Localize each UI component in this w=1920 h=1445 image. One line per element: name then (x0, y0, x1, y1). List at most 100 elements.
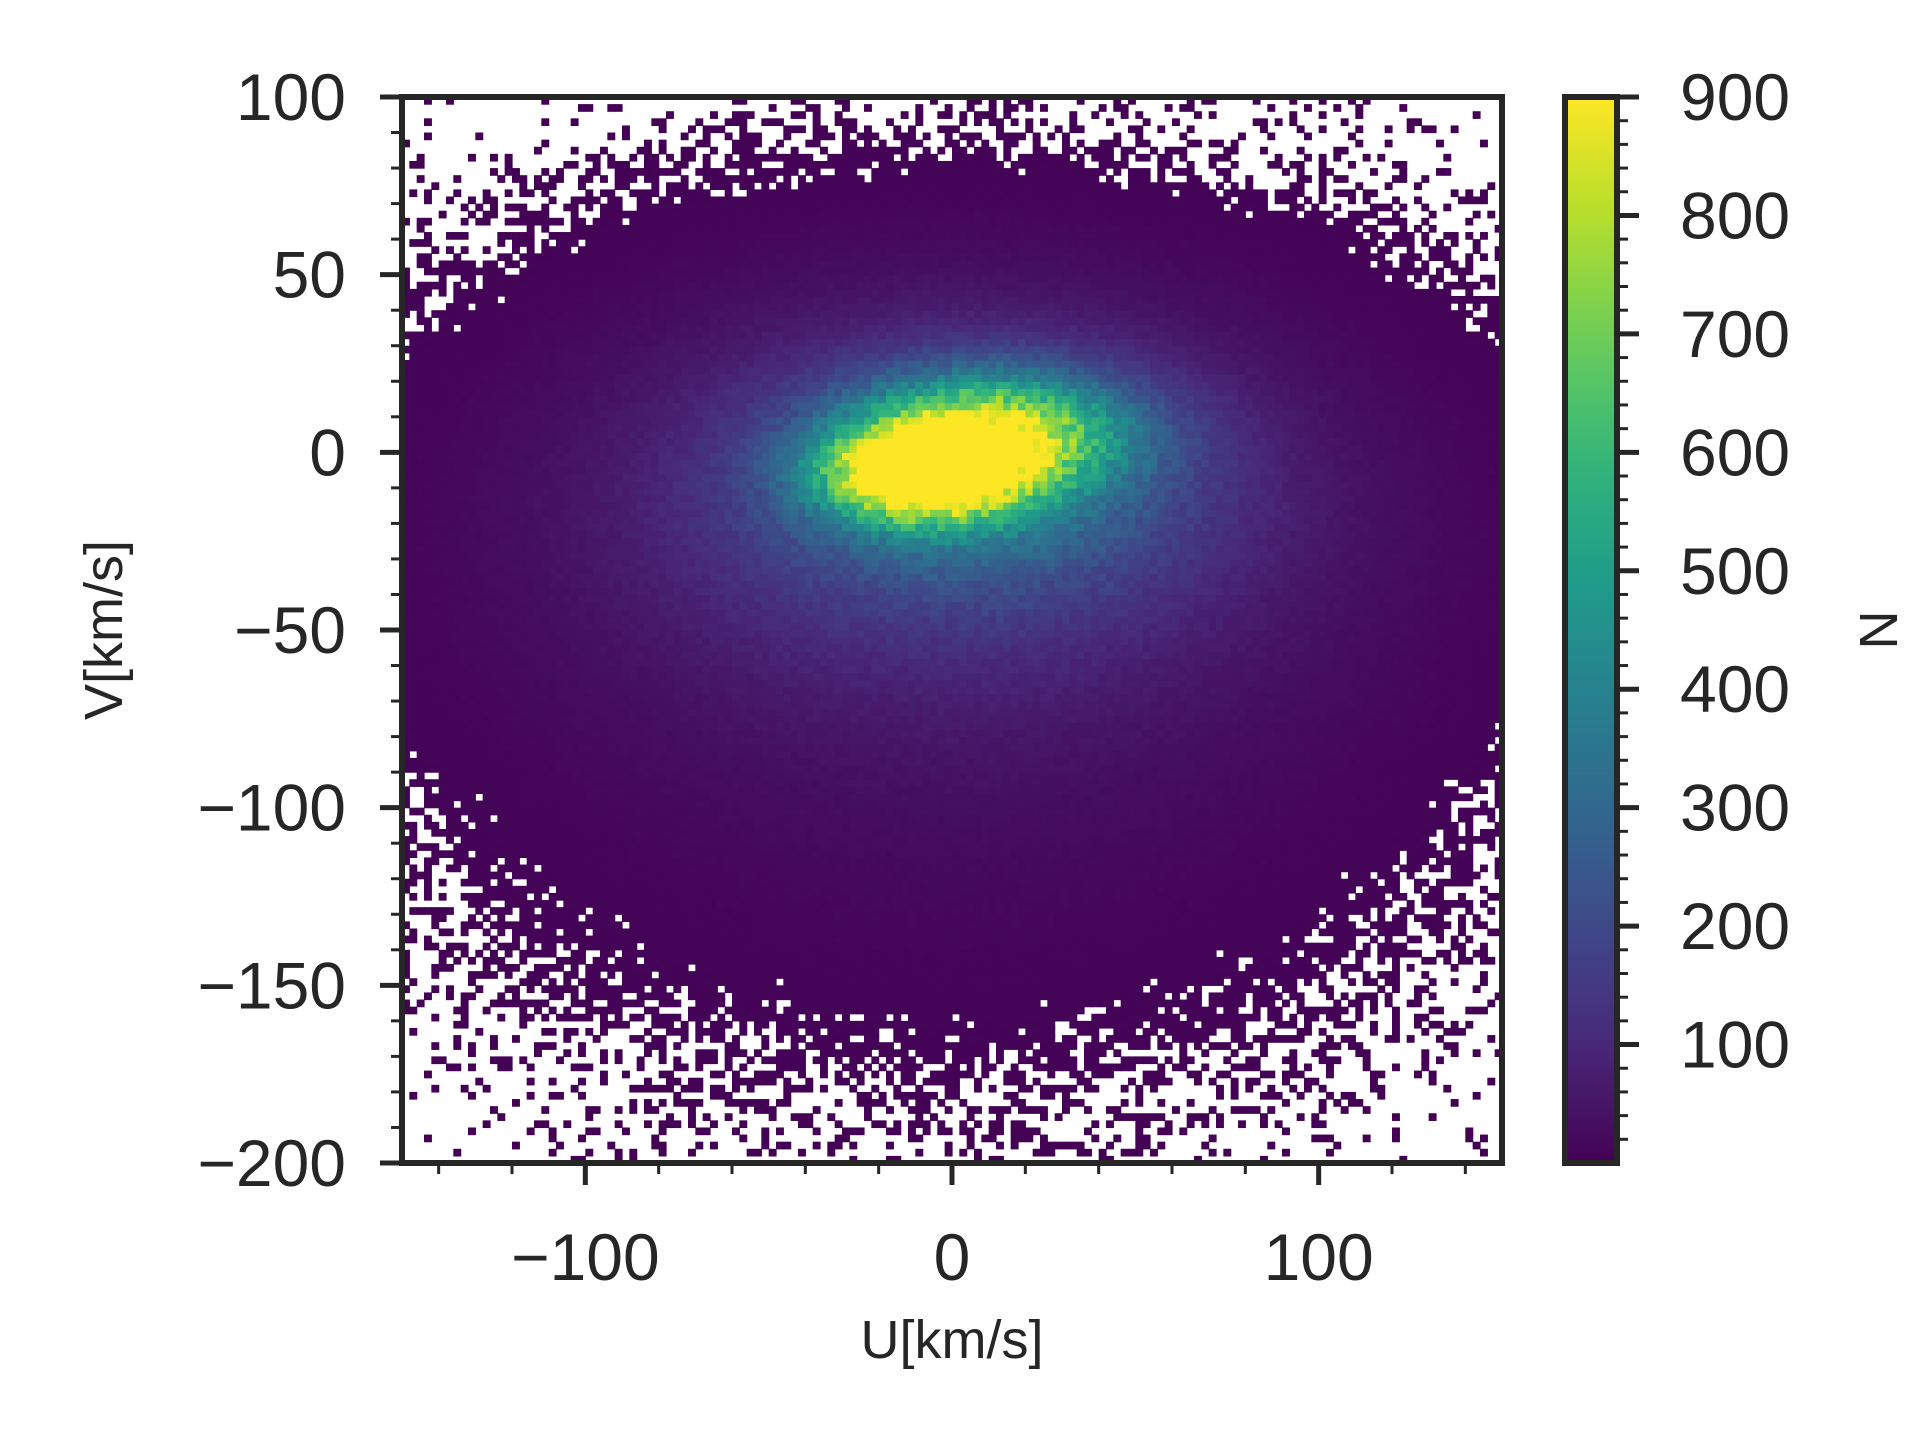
heatmap-cell (607, 857, 616, 866)
heatmap-cell (1450, 1020, 1459, 1029)
heatmap-cell (717, 1027, 726, 1036)
heatmap-cell (1465, 1020, 1474, 1029)
heatmap-cell (1135, 807, 1144, 816)
heatmap-cell (820, 1035, 828, 1043)
heatmap-cell (1311, 942, 1320, 951)
heatmap-cell (1025, 871, 1034, 880)
heatmap-cell (710, 928, 718, 937)
heatmap-cell (1282, 807, 1290, 816)
heatmap-cell (908, 871, 916, 880)
heatmap-cell (1018, 1056, 1026, 1065)
heatmap-cell (446, 850, 454, 859)
heatmap-cell (1428, 821, 1437, 830)
heatmap-cell (1223, 828, 1232, 837)
heatmap-cell (1333, 1020, 1342, 1029)
heatmap-cell (1150, 800, 1158, 809)
heatmap-cell (1282, 914, 1290, 922)
heatmap-cell (563, 828, 572, 837)
heatmap-cell (915, 935, 924, 944)
heatmap-cell (1230, 878, 1239, 887)
heatmap-cell (981, 928, 990, 937)
heatmap-cell (548, 1027, 557, 1036)
heatmap-cell (1142, 921, 1151, 930)
heatmap-cell (695, 1141, 704, 1150)
heatmap-cell (1296, 956, 1305, 965)
heatmap-cell (834, 964, 843, 972)
heatmap-cell (556, 878, 564, 887)
heatmap-cell (629, 942, 638, 951)
heatmap-cell (952, 836, 960, 844)
heatmap-cell (1208, 1077, 1217, 1086)
heatmap-cell (966, 1006, 975, 1015)
heatmap-cell (761, 935, 770, 944)
heatmap-cell (1223, 843, 1232, 851)
heatmap-cell (1135, 1134, 1144, 1143)
heatmap-cell (790, 949, 799, 958)
heatmap-cell (1003, 1091, 1012, 1100)
heatmap-cell (856, 921, 865, 930)
heatmap-cell (629, 857, 638, 866)
heatmap-cell (1120, 1020, 1129, 1029)
heatmap-cell (614, 1006, 623, 1015)
heatmap-cell (1252, 971, 1261, 979)
heatmap-cell (710, 999, 718, 1008)
heatmap-cell (1069, 1056, 1078, 1065)
heatmap-cell (864, 907, 872, 915)
heatmap-cell (944, 1042, 953, 1050)
heatmap-cell (1480, 1006, 1488, 1015)
heatmap-cell (996, 1127, 1004, 1136)
heatmap-cell (1018, 800, 1026, 809)
heatmap-cell (1164, 800, 1173, 809)
heatmap-cell (710, 942, 718, 951)
heatmap-cell (570, 864, 579, 873)
heatmap-cell (732, 1006, 740, 1015)
heatmap-cell (1062, 942, 1070, 951)
heatmap-cell (1267, 814, 1276, 823)
heatmap-cell (578, 1063, 586, 1072)
heatmap-cell (570, 836, 579, 844)
heatmap-cell (1274, 935, 1283, 944)
heatmap-cell (1164, 914, 1173, 922)
heatmap-cell (1128, 1077, 1136, 1086)
heatmap-cell (717, 1070, 726, 1079)
heatmap-cell (805, 1120, 814, 1129)
heatmap-cell (966, 985, 975, 994)
heatmap-cell (1172, 1027, 1180, 1036)
heatmap-cell (1069, 928, 1078, 937)
heatmap-cell (893, 992, 902, 1001)
heatmap-cell (1106, 1035, 1114, 1043)
heatmap-cell (1098, 1063, 1107, 1072)
heatmap-cell (842, 821, 850, 830)
heatmap-cell (974, 900, 982, 908)
heatmap-cell (1443, 828, 1452, 837)
heatmap-cell (1304, 1020, 1312, 1029)
heatmap-cell (922, 1006, 931, 1015)
heatmap-cell (1267, 857, 1276, 866)
heatmap-cell (842, 992, 850, 1001)
heatmap-cell (798, 1120, 806, 1129)
heatmap-cell (526, 864, 535, 873)
heatmap-cell (702, 864, 711, 873)
heatmap-cell (1326, 1063, 1334, 1072)
heatmap-cell (981, 1134, 990, 1143)
heatmap-cell (1428, 900, 1437, 908)
heatmap-cell (438, 1056, 447, 1065)
heatmap-cell (673, 900, 682, 908)
heatmap-cell (783, 1049, 792, 1057)
heatmap-cell (805, 956, 814, 965)
heatmap-cell (1098, 949, 1107, 958)
heatmap-cell (1142, 828, 1151, 837)
heatmap-cell (1106, 907, 1114, 915)
heatmap-cell (805, 857, 814, 866)
heatmap-cell (1274, 807, 1283, 816)
heatmap-cell (908, 1020, 916, 1029)
heatmap-cell (959, 949, 968, 958)
heatmap-cell (1208, 800, 1217, 809)
heatmap-cell (1113, 892, 1122, 901)
heatmap-cell (607, 864, 616, 873)
heatmap-cell (754, 928, 762, 937)
heatmap-cell (930, 949, 938, 958)
heatmap-cell (563, 914, 572, 922)
heatmap-cell (834, 850, 843, 859)
heatmap-cell (1106, 1013, 1114, 1022)
